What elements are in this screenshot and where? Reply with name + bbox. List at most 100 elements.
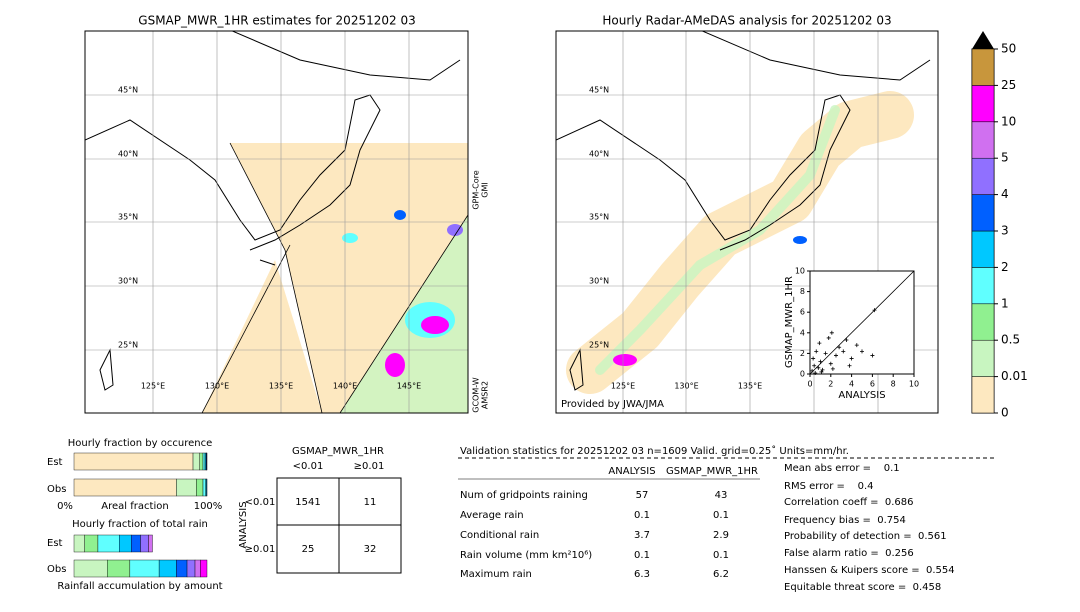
fraction-segment bbox=[176, 559, 188, 578]
lat-label: 25°N bbox=[589, 341, 609, 350]
fraction-segment bbox=[73, 559, 108, 578]
colorbar-swatch bbox=[971, 376, 995, 414]
point bbox=[830, 366, 835, 371]
row-label: Average rain bbox=[460, 510, 524, 521]
point bbox=[844, 338, 849, 343]
lon-label: 145°E bbox=[397, 382, 421, 391]
lat-label: 40°N bbox=[118, 150, 138, 159]
row-label: <0.01 bbox=[245, 497, 276, 508]
colorbar-label: 2 bbox=[1001, 260, 1009, 274]
row-label: ≥0.01 bbox=[245, 544, 276, 555]
point bbox=[811, 356, 816, 361]
fraction-segment bbox=[158, 559, 177, 578]
cell: 1541 bbox=[295, 497, 320, 508]
fraction-segment bbox=[202, 478, 206, 497]
value: 6.2 bbox=[713, 569, 729, 580]
y-tick-label: 8 bbox=[800, 287, 805, 296]
fraction-segment bbox=[196, 478, 204, 497]
map-frame bbox=[84, 30, 469, 414]
colorbar-label: 0.01 bbox=[1001, 369, 1028, 383]
score: Mean abs error = 0.1 bbox=[784, 463, 900, 474]
cell: 25 bbox=[302, 544, 315, 555]
colorbar-swatch bbox=[971, 194, 995, 232]
point bbox=[820, 367, 825, 372]
axis-label: Areal fraction bbox=[101, 501, 168, 512]
y-tick-label: 0 bbox=[800, 370, 805, 379]
lat-label: 35°N bbox=[589, 213, 609, 222]
credit: Provided by JWA/JMA bbox=[561, 399, 664, 410]
value: 2.9 bbox=[713, 530, 729, 541]
fraction-segment bbox=[140, 534, 149, 553]
colorbar-swatch bbox=[971, 339, 995, 377]
fraction-segment bbox=[176, 478, 197, 497]
table-title: GSMAP_MWR_1HR bbox=[292, 446, 384, 457]
colorbar-swatch bbox=[971, 230, 995, 268]
colorbar-swatch bbox=[971, 48, 995, 86]
lon-label: 125°E bbox=[611, 382, 635, 391]
colorbar-swatch bbox=[971, 157, 995, 195]
value: 0.1 bbox=[634, 550, 650, 561]
x-tick-label: 6 bbox=[870, 380, 875, 389]
panel-title: Hourly fraction of total rain bbox=[72, 519, 208, 530]
cell: 11 bbox=[364, 497, 377, 508]
lat-label: 45°N bbox=[589, 86, 609, 95]
axis-label: 0% bbox=[57, 501, 73, 512]
colorbar-swatch bbox=[971, 303, 995, 341]
score: Hanssen & Kuipers score = 0.554 bbox=[784, 565, 955, 576]
value: 3.7 bbox=[634, 530, 650, 541]
left-map bbox=[85, 31, 468, 413]
point bbox=[860, 349, 864, 354]
score: Probability of detection = 0.561 bbox=[784, 531, 947, 542]
panel-footer: Rainfall accumulation by amount bbox=[57, 581, 222, 592]
lat-label: 40°N bbox=[589, 150, 609, 159]
lat-label: 30°N bbox=[589, 277, 609, 286]
fraction-segment bbox=[199, 452, 204, 471]
fraction-segment bbox=[73, 534, 85, 553]
lat-label: 45°N bbox=[118, 86, 138, 95]
y-tick-label: 2 bbox=[800, 349, 805, 358]
colorbar-label: 4 bbox=[1001, 187, 1009, 201]
colorbar-label: 1 bbox=[1001, 296, 1009, 310]
fraction-segment bbox=[186, 559, 196, 578]
point bbox=[823, 351, 828, 356]
score: False alarm ratio = 0.256 bbox=[784, 548, 914, 559]
point bbox=[812, 363, 817, 368]
point bbox=[819, 369, 824, 374]
row-label: Conditional rain bbox=[460, 530, 539, 541]
y-tick-label: 4 bbox=[800, 328, 805, 337]
score: Frequency bias = 0.754 bbox=[784, 515, 906, 526]
map-title: GSMAP_MWR_1HR estimates for 20251202 03 bbox=[138, 14, 415, 28]
row-label: Rain volume (mm km²10⁶) bbox=[460, 550, 592, 561]
point bbox=[816, 365, 821, 370]
point bbox=[854, 343, 859, 348]
point bbox=[834, 353, 838, 358]
fraction-segment bbox=[200, 559, 208, 578]
colorbar-extend bbox=[972, 31, 994, 49]
fraction-segment bbox=[129, 559, 160, 578]
point bbox=[837, 345, 842, 350]
score: Correlation coeff = 0.686 bbox=[784, 497, 914, 508]
row-label: Est bbox=[47, 538, 63, 549]
fraction-segment bbox=[73, 478, 177, 497]
colorbar-swatch bbox=[971, 267, 995, 305]
colorbar-swatch bbox=[971, 85, 995, 123]
point bbox=[814, 349, 819, 354]
colorbar-label: 25 bbox=[1001, 78, 1016, 92]
panel-title: Hourly fraction by occurence bbox=[68, 438, 212, 449]
x-axis-label: ANALYSIS bbox=[838, 390, 885, 401]
lon-label: 135°E bbox=[269, 382, 293, 391]
row-label: Maximum rain bbox=[460, 569, 532, 580]
lat-label: 25°N bbox=[118, 341, 138, 350]
colorbar-label: 50 bbox=[1001, 42, 1016, 56]
sensor-label: GMI bbox=[481, 182, 490, 197]
value: 43 bbox=[715, 490, 728, 501]
col-label: ANALYSIS bbox=[608, 466, 655, 477]
lat-label: 30°N bbox=[118, 277, 138, 286]
colorbar-label: 0.5 bbox=[1001, 333, 1020, 347]
colorbar-label: 10 bbox=[1001, 114, 1016, 128]
score: RMS error = 0.4 bbox=[784, 481, 874, 492]
y-axis-label: GSMAP_MWR_1HR bbox=[784, 276, 795, 368]
point bbox=[817, 341, 822, 346]
row-label: Est bbox=[47, 457, 63, 468]
point bbox=[841, 349, 846, 354]
